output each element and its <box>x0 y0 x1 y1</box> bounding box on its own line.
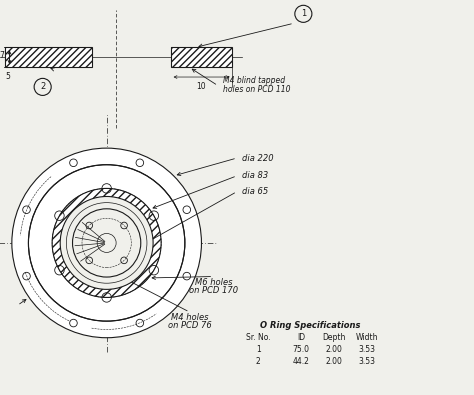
Circle shape <box>12 148 201 338</box>
Text: 7: 7 <box>0 51 4 60</box>
Text: 1: 1 <box>256 345 261 354</box>
Text: Sr. No.: Sr. No. <box>246 333 271 342</box>
Text: ID: ID <box>297 333 305 342</box>
Bar <box>171 47 232 67</box>
Text: 44.2: 44.2 <box>292 357 310 366</box>
Text: O Ring Specifications: O Ring Specifications <box>260 322 361 330</box>
Text: on PCD 170: on PCD 170 <box>189 286 238 295</box>
Bar <box>5 47 92 67</box>
Text: 1: 1 <box>301 9 306 18</box>
Bar <box>171 47 232 67</box>
Bar <box>5 47 92 67</box>
Text: on PCD 76: on PCD 76 <box>168 322 211 330</box>
Text: holes on PCD 110: holes on PCD 110 <box>223 85 290 94</box>
Text: M4 holes: M4 holes <box>171 314 209 322</box>
Text: 2: 2 <box>40 83 46 91</box>
Text: 5: 5 <box>5 72 10 81</box>
Text: M4 blind tapped: M4 blind tapped <box>223 77 285 85</box>
Text: 3.53: 3.53 <box>359 357 376 366</box>
Text: Width: Width <box>356 333 379 342</box>
Circle shape <box>52 188 161 297</box>
Text: Depth: Depth <box>322 333 346 342</box>
Text: dia 65: dia 65 <box>242 187 268 196</box>
Text: 2.00: 2.00 <box>326 357 343 366</box>
Circle shape <box>60 196 153 290</box>
Text: 2: 2 <box>256 357 261 366</box>
Text: M6 holes: M6 holes <box>194 278 232 287</box>
Text: 2.00: 2.00 <box>326 345 343 354</box>
Text: dia 83: dia 83 <box>242 171 268 180</box>
Text: 75.0: 75.0 <box>292 345 310 354</box>
Text: dia 220: dia 220 <box>242 154 273 162</box>
Text: 3.53: 3.53 <box>359 345 376 354</box>
Text: 10: 10 <box>197 82 206 91</box>
